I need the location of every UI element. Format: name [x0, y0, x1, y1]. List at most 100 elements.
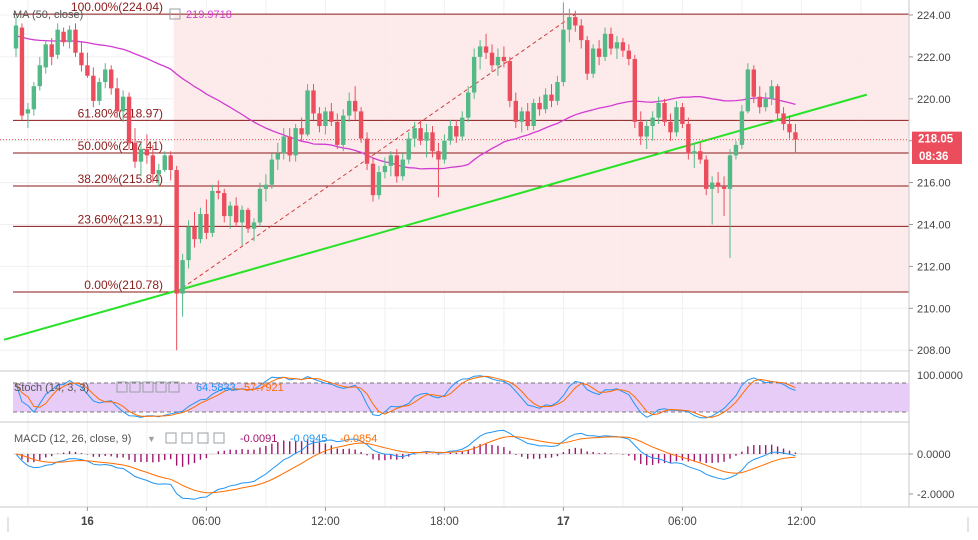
candle[interactable]: [37, 56, 42, 91]
candle[interactable]: [567, 8, 572, 43]
candle[interactable]: [73, 23, 78, 57]
candle[interactable]: [317, 107, 322, 133]
candle[interactable]: [43, 40, 48, 74]
candle[interactable]: [489, 44, 495, 72]
eye-icon[interactable]: [116, 381, 128, 393]
candle[interactable]: [245, 207, 251, 233]
candle[interactable]: [632, 54, 637, 129]
candle[interactable]: [549, 84, 554, 108]
candle[interactable]: [561, 2, 566, 87]
macd-signal-line[interactable]: [15, 435, 796, 494]
candle[interactable]: [727, 149, 733, 259]
candle[interactable]: [210, 184, 215, 238]
candle[interactable]: [198, 207, 203, 244]
candle[interactable]: [525, 102, 530, 131]
candle[interactable]: [620, 38, 626, 57]
candle[interactable]: [67, 25, 72, 49]
candle[interactable]: [650, 111, 655, 141]
stoch-controls-icons[interactable]: [116, 381, 180, 393]
candle[interactable]: [769, 79, 774, 106]
gear-icon[interactable]: [129, 381, 141, 393]
moving-average-line[interactable]: [15, 35, 796, 170]
candle[interactable]: [132, 128, 138, 168]
candle[interactable]: [370, 157, 376, 202]
candle[interactable]: [299, 117, 304, 141]
macd-controls-icons[interactable]: [165, 432, 225, 444]
stochastic-panel[interactable]: [13, 375, 909, 419]
candle[interactable]: [180, 253, 185, 317]
candle[interactable]: [519, 107, 524, 133]
candle[interactable]: [793, 123, 798, 154]
candle[interactable]: [626, 44, 632, 66]
candle[interactable]: [347, 92, 352, 122]
candle[interactable]: [763, 92, 768, 112]
ma-50-line[interactable]: [15, 35, 796, 170]
candle[interactable]: [19, 23, 25, 120]
candle[interactable]: [388, 151, 394, 177]
candle[interactable]: [79, 42, 84, 72]
copy-icon[interactable]: [142, 381, 154, 393]
candle[interactable]: [501, 46, 507, 68]
candle[interactable]: [537, 96, 542, 116]
candle[interactable]: [25, 102, 31, 129]
candle[interactable]: [424, 123, 429, 158]
candle[interactable]: [305, 84, 310, 137]
candle[interactable]: [31, 82, 37, 116]
stoch-d-line[interactable]: [15, 375, 796, 418]
time-scrollbar[interactable]: [7, 517, 969, 532]
candle[interactable]: [257, 182, 263, 227]
candle[interactable]: [674, 100, 679, 137]
candle[interactable]: [454, 119, 459, 143]
candle[interactable]: [138, 142, 144, 177]
candle[interactable]: [638, 111, 643, 145]
macd-line[interactable]: [15, 429, 796, 500]
candle[interactable]: [721, 176, 727, 217]
candle[interactable]: [781, 107, 786, 131]
eye-icon[interactable]: [165, 432, 177, 444]
candle[interactable]: [495, 48, 501, 76]
candle[interactable]: [614, 35, 620, 59]
candle[interactable]: [311, 84, 316, 120]
price-axis[interactable]: 224.00222.00220.00218.00216.00214.00212.…: [909, 10, 951, 357]
candle[interactable]: [61, 27, 66, 47]
close-icon[interactable]: [213, 432, 225, 444]
candle[interactable]: [263, 174, 269, 202]
candle[interactable]: [543, 88, 548, 114]
candle[interactable]: [596, 40, 602, 66]
candle[interactable]: [174, 165, 179, 351]
candle[interactable]: [281, 128, 286, 160]
candle[interactable]: [608, 27, 614, 55]
candle[interactable]: [275, 142, 280, 171]
candle[interactable]: [477, 40, 483, 70]
candle[interactable]: [733, 140, 739, 160]
candle[interactable]: [335, 113, 340, 150]
candle[interactable]: [412, 121, 417, 147]
candle[interactable]: [448, 119, 453, 145]
candle[interactable]: [109, 65, 114, 95]
candle[interactable]: [114, 77, 120, 118]
candle[interactable]: [531, 98, 536, 131]
candle[interactable]: [251, 218, 257, 242]
ma-legend[interactable]: MA (50, close) 219.9718: [13, 8, 232, 21]
candle[interactable]: [329, 102, 334, 127]
candle[interactable]: [704, 155, 709, 196]
candle[interactable]: [686, 117, 691, 160]
time-axis[interactable]: 16 06:00 12:00 18:00 17 06:00 12:00: [81, 507, 816, 528]
candle[interactable]: [656, 96, 661, 124]
support-trendline[interactable]: [3, 93, 868, 341]
candle[interactable]: [436, 142, 441, 198]
candle[interactable]: [507, 56, 513, 108]
candle[interactable]: [13, 17, 19, 57]
candle[interactable]: [49, 38, 54, 66]
candle[interactable]: [341, 109, 346, 152]
candle[interactable]: [162, 151, 167, 173]
candle[interactable]: [192, 211, 197, 248]
candle[interactable]: [323, 107, 328, 135]
candle[interactable]: [573, 10, 578, 32]
candle[interactable]: [120, 90, 126, 122]
trend-line[interactable]: [0, 93, 909, 341]
candle[interactable]: [204, 199, 209, 240]
candle[interactable]: [216, 180, 221, 200]
candle[interactable]: [85, 52, 90, 78]
